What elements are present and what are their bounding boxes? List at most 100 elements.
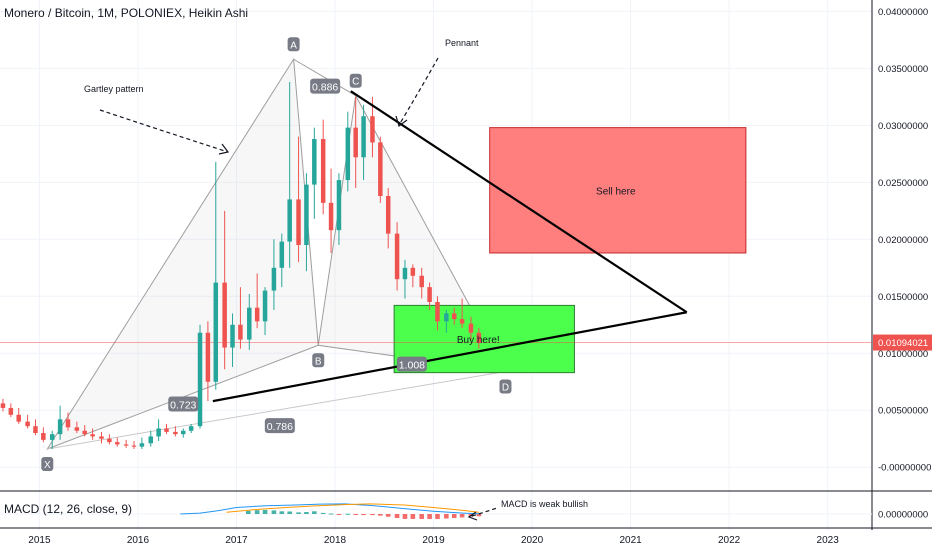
candle-body-6 [49,434,55,440]
candle-body-16 [131,445,137,447]
candle-body-43 [353,127,358,158]
candle-body-15 [123,444,129,446]
candle-body-31 [254,307,260,322]
macd-hist-bar-1 [254,510,260,514]
macd-hist-bar-25 [451,514,457,519]
candle-body-0 [0,403,6,408]
last-price-badge [873,334,932,351]
gartley-triangle-xab [46,57,319,450]
y-tick-1: 0.03500000 [878,64,928,75]
candle-body-9 [74,427,80,431]
candle-body-57 [468,323,474,333]
candle-body-25 [205,332,211,382]
vertex-label-D: D [502,382,509,393]
vertex-label-C: C [352,77,359,88]
candle-body-10 [82,430,87,435]
candle-body-52 [427,287,432,302]
pennant-upper-line [350,90,688,314]
macd-hist-bar-13 [353,514,358,515]
y-tick-2: 0.03000000 [878,121,928,132]
candle-body-21 [173,431,178,435]
pennant-annotation: Pennant [445,38,479,48]
macd-legend: MACD (12, 26, close, 9) [4,502,133,516]
candle-body-19 [156,428,161,437]
ratio-badge-0 [310,78,341,94]
macd-hist-bar-11 [336,514,342,515]
candle-body-44 [361,116,366,158]
macd-hist-bar-16 [378,514,383,516]
candle-body-56 [459,319,465,324]
candle-body-49 [402,267,408,280]
candle-body-36 [296,199,301,245]
gartley-arrowhead [218,143,230,155]
y-tick-5: 0.01500000 [878,292,928,303]
macd-line [180,503,479,515]
x-tick-2022: 2022 [718,535,741,546]
candle-body-1 [8,407,14,415]
gartley-annotation: Gartley pattern [84,84,144,94]
candle-body-29 [238,324,243,340]
vertex-label-A: A [290,40,297,51]
candle-body-27 [222,282,227,348]
gartley-xd-line [47,370,506,450]
candle-body-11 [90,434,95,437]
candle-body-33 [271,267,277,291]
x-tick-2023: 2023 [817,535,840,546]
candle-body-13 [107,438,112,443]
macd-axis-label: 0.00000000 [878,510,928,521]
candle-body-20 [164,428,169,432]
gartley-arrow [99,109,229,153]
candle-body-41 [336,180,342,231]
vertex-label-X: X [44,460,51,471]
candle-body-45 [370,116,375,143]
ratio-badge-3 [264,418,295,434]
candle-body-4 [33,426,38,434]
x-tick-2018: 2018 [324,535,347,546]
macd-hist-bar-4 [279,511,285,514]
macd-hist-bar-24 [444,514,449,519]
macd-arrow [471,507,498,517]
buy-zone-label: Buy here! [457,335,500,346]
y-tick-0: 0.04000000 [878,7,928,18]
candle-body-24 [197,332,203,427]
gartley-ac-line [293,58,356,97]
y-tick-3: 0.02500000 [878,178,928,189]
vertex-badge-C [349,73,362,88]
ratio-badge-2 [396,356,427,372]
candle-body-14 [115,442,120,445]
candle-body-5 [41,433,46,440]
macd-hist-bar-3 [271,510,277,514]
pennant-arrow [398,57,439,126]
candle-body-30 [247,307,252,340]
macd-hist-bar-5 [287,511,292,514]
candle-body-50 [410,267,416,276]
y-tick-7: 0.00500000 [878,406,928,417]
candle-body-17 [139,443,145,447]
candle-body-12 [99,436,104,439]
candle-body-48 [394,233,400,280]
x-tick-2017: 2017 [225,535,248,546]
ratio-label-3: 0.786 [267,421,293,433]
sell-zone-label: Sell here [596,186,636,197]
macd-hist-bar-12 [345,513,351,515]
macd-hist-bar-2 [262,509,268,514]
vertex-label-B: B [315,356,322,367]
vertex-badge-B [312,353,325,368]
y-tick-6: 0.01000000 [878,349,928,360]
macd-signal-line [226,503,479,513]
candle-body-28 [230,324,235,348]
sell-zone [489,127,747,254]
macd-hist-bar-0 [245,510,251,514]
candle-body-23 [188,426,194,431]
pennant-lower-line [212,311,687,403]
x-tick-2020: 2020 [521,535,544,546]
macd-hist-bar-21 [419,514,425,519]
macd-hist-bar-22 [427,514,432,519]
macd-arrowhead [467,511,478,521]
candle-body-32 [262,290,268,322]
x-tick-2015: 2015 [28,535,51,546]
candle-body-26 [213,282,219,382]
candle-body-8 [65,419,71,428]
candle-body-46 [378,142,383,196]
